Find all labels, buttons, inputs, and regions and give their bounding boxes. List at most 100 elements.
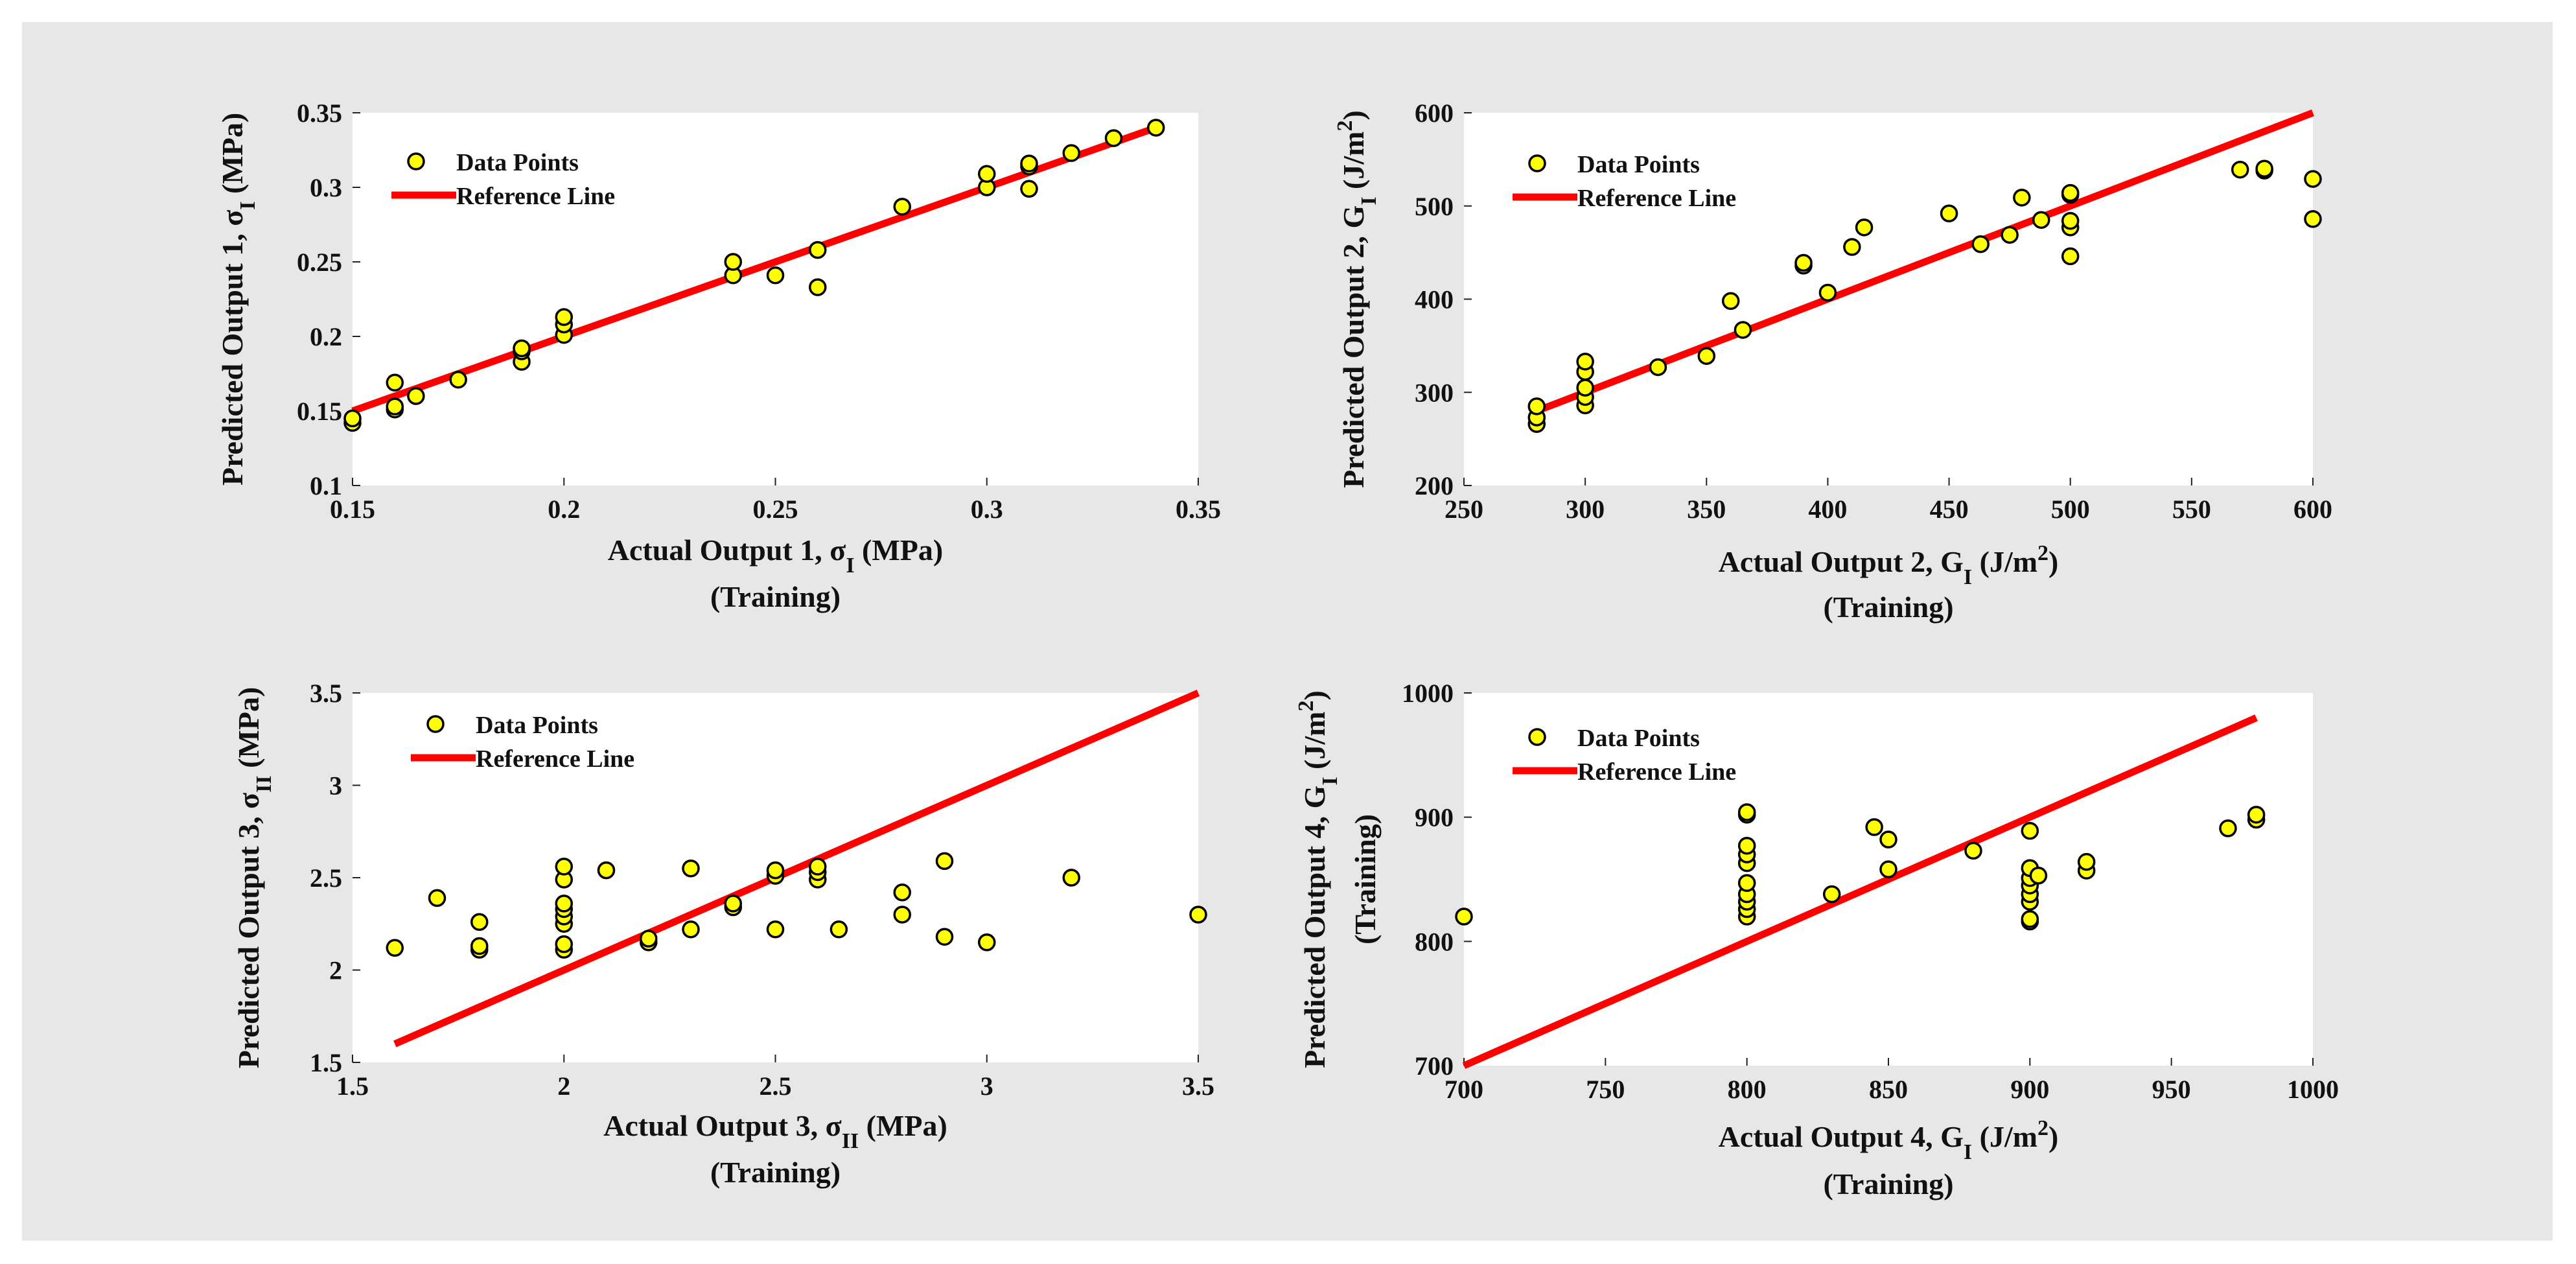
data-point xyxy=(935,852,954,871)
legend-marker-icon xyxy=(1528,154,1546,172)
data-point xyxy=(809,858,827,876)
y-tick-label: 200 xyxy=(1415,471,1454,500)
data-point xyxy=(555,308,573,326)
x-tick-label: 850 xyxy=(1869,1075,1908,1104)
data-point xyxy=(449,370,467,389)
x-tick-label: 700 xyxy=(1445,1075,1483,1104)
legend-label-reference-line: Reference Line xyxy=(456,183,615,210)
y-tick-label: 600 xyxy=(1415,99,1454,128)
data-point xyxy=(513,339,531,358)
x-tick-label: 3.5 xyxy=(1182,1071,1214,1101)
caption: (Training) xyxy=(1823,591,1953,624)
data-point xyxy=(1721,292,1740,310)
y-axis-label: Predicted Output 2, GI (J/m2) xyxy=(1333,110,1381,488)
x-tick-label: 450 xyxy=(1930,495,1969,524)
data-point xyxy=(1527,397,1546,415)
data-point xyxy=(1855,218,1874,237)
x-tick-label: 0.35 xyxy=(1176,495,1221,524)
data-point xyxy=(893,884,911,902)
legend-marker-icon xyxy=(426,715,445,733)
y-tick-label: 400 xyxy=(1415,285,1454,314)
data-point xyxy=(470,937,489,955)
data-point xyxy=(2013,189,2031,207)
x-axis-label: Actual Output 1, σI (MPa) xyxy=(608,533,943,578)
x-tick-label: 350 xyxy=(1687,495,1726,524)
x-tick-label: 250 xyxy=(1445,495,1483,524)
data-point xyxy=(597,861,616,880)
data-point xyxy=(1964,841,1982,860)
data-point xyxy=(766,861,785,880)
data-point xyxy=(2021,910,2039,928)
data-point xyxy=(386,397,404,415)
legend-label-reference-line: Reference Line xyxy=(1577,758,1736,786)
data-point xyxy=(1843,238,1861,256)
chart-output-3: 1.5 2 2.5 3 3.5 1.5 2 2.5 3 3.5 Data Points Referen… xyxy=(232,679,1214,1189)
data-point xyxy=(978,933,996,952)
data-point xyxy=(2029,867,2048,885)
data-point xyxy=(1189,906,1207,924)
y-tick-label: 0.1 xyxy=(310,471,342,500)
x-tick-label: 500 xyxy=(2051,495,2090,524)
x-axis-label: Actual Output 4, GI (J/m2) xyxy=(1719,1116,2059,1164)
data-point xyxy=(1794,253,1813,272)
caption: (Training) xyxy=(1823,1167,1953,1200)
data-point xyxy=(1737,803,1756,821)
reference-line xyxy=(351,124,1157,415)
y-tick-label: 700 xyxy=(1415,1051,1454,1081)
data-point xyxy=(1737,874,1756,892)
data-point xyxy=(470,913,489,931)
data-point xyxy=(1576,379,1594,397)
data-point xyxy=(1020,180,1038,198)
x-tick-label: 1.5 xyxy=(336,1071,369,1101)
data-point xyxy=(2001,226,2019,244)
data-point xyxy=(1818,283,1837,302)
legend: Data Points Reference Line xyxy=(1513,151,1736,212)
data-point xyxy=(2061,212,2080,230)
x-axis-label: Actual Output 3, σII (MPa) xyxy=(603,1109,947,1153)
data-point xyxy=(1737,837,1756,855)
legend-label-data-points: Data Points xyxy=(476,712,598,739)
data-point xyxy=(1879,830,1897,849)
data-point xyxy=(2061,247,2080,266)
x-tick-label: 1000 xyxy=(2287,1075,2339,1104)
figure-background: 0.15 0.2 0.25 0.3 0.35 0.1 0.15 0.2 0.25 0.3 0.35 D… xyxy=(22,22,2553,1241)
data-point xyxy=(555,858,573,876)
data-point xyxy=(766,266,785,285)
reference-line xyxy=(1462,714,2258,1070)
legend-label-data-points: Data Points xyxy=(1577,151,1700,178)
data-point xyxy=(766,920,785,939)
legend: Data Points Reference Line xyxy=(391,149,615,210)
data-point xyxy=(1147,119,1165,137)
data-point xyxy=(682,860,700,878)
data-point xyxy=(1062,144,1080,162)
y-tick-label: 800 xyxy=(1415,927,1454,956)
data-point xyxy=(1455,907,1473,926)
y-axis-label: Predicted Output 4, GI (J/m2) xyxy=(1294,690,1342,1068)
data-point xyxy=(1865,818,1883,836)
y-tick-label: 300 xyxy=(1415,378,1454,407)
data-point xyxy=(407,387,425,405)
x-tick-label: 0.2 xyxy=(548,495,580,524)
data-point xyxy=(555,935,573,954)
data-point xyxy=(1879,860,1897,878)
data-point xyxy=(2219,819,2237,837)
x-tick-label: 3 xyxy=(981,1071,993,1101)
x-tick-label: 950 xyxy=(2152,1075,2191,1104)
data-point xyxy=(555,895,573,913)
data-point xyxy=(1576,353,1594,371)
data-point xyxy=(935,928,954,946)
data-point xyxy=(809,240,827,259)
y-tick-label: 0.3 xyxy=(310,173,342,202)
data-point xyxy=(386,939,404,957)
x-tick-label: 750 xyxy=(1586,1075,1625,1104)
data-point xyxy=(1062,869,1080,887)
data-point xyxy=(2077,852,2096,871)
y-tick-label: 1000 xyxy=(1402,679,1454,708)
x-tick-label: 2.5 xyxy=(760,1071,792,1101)
y-tick-label: 900 xyxy=(1415,803,1454,832)
data-point xyxy=(428,889,447,907)
x-tick-label: 600 xyxy=(2293,495,2332,524)
x-axis-label: Actual Output 2, GI (J/m2) xyxy=(1719,541,2059,589)
data-point xyxy=(1822,885,1841,904)
legend-marker-icon xyxy=(407,152,425,170)
